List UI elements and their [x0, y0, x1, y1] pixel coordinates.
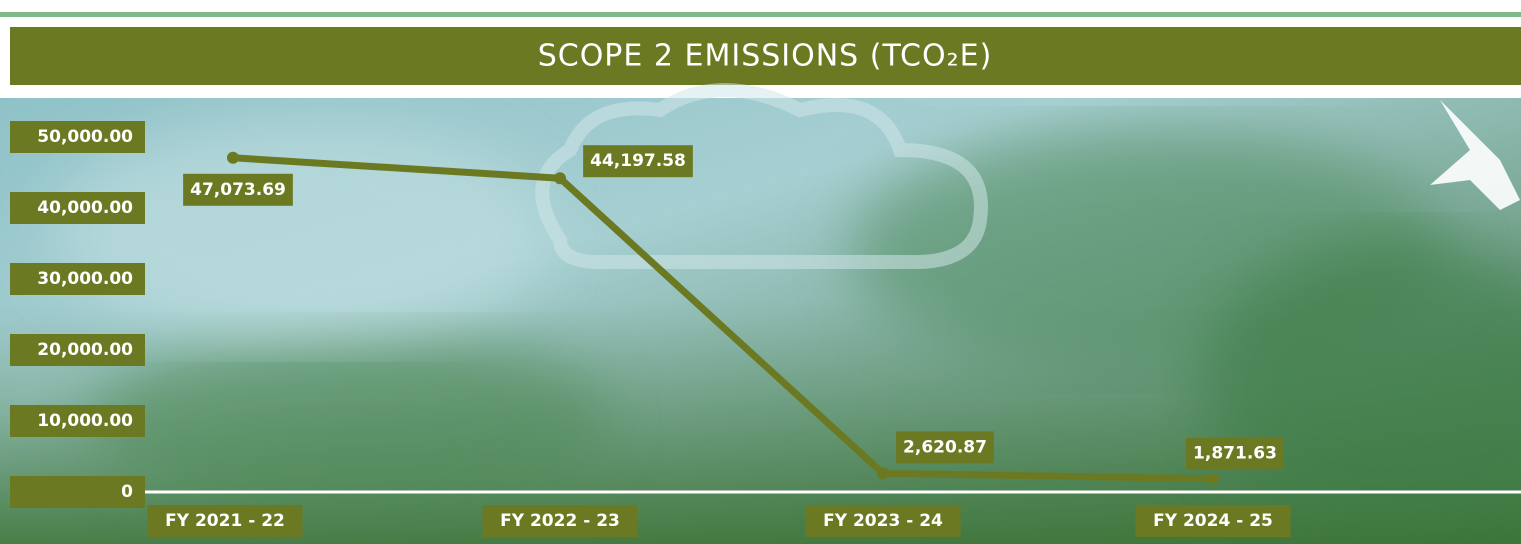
- value-label: 44,197.58: [590, 151, 686, 171]
- y-tick-label: 40,000.00: [37, 198, 133, 218]
- point: [227, 152, 239, 164]
- x-tick-label: FY 2024 - 25: [1153, 511, 1273, 531]
- page: {"chart_data": {"type": "line", "title":…: [0, 0, 1521, 544]
- x-tick-label: FY 2022 - 23: [500, 511, 620, 531]
- x-tick-label: FY 2021 - 22: [165, 511, 285, 531]
- y-tick-label: 20,000.00: [37, 340, 133, 360]
- point: [1207, 473, 1219, 485]
- point: [877, 467, 889, 479]
- point: [554, 172, 566, 184]
- value-label: 1,871.63: [1193, 444, 1277, 464]
- top-rule: [0, 12, 1521, 17]
- value-label: 47,073.69: [190, 180, 286, 200]
- chart-title: SCOPE 2 EMISSIONS (TCO₂E): [538, 39, 993, 74]
- y-tick-label: 10,000.00: [37, 411, 133, 431]
- x-tick-label: FY 2023 - 24: [823, 511, 943, 531]
- y-tick-label: 0: [121, 482, 133, 502]
- y-tick-label: 50,000.00: [37, 127, 133, 147]
- value-label: 2,620.87: [903, 437, 987, 457]
- y-tick-label: 30,000.00: [37, 269, 133, 289]
- chart: SCOPE 2 EMISSIONS (TCO₂E) 0 10,000.00 20,0…: [0, 0, 1521, 544]
